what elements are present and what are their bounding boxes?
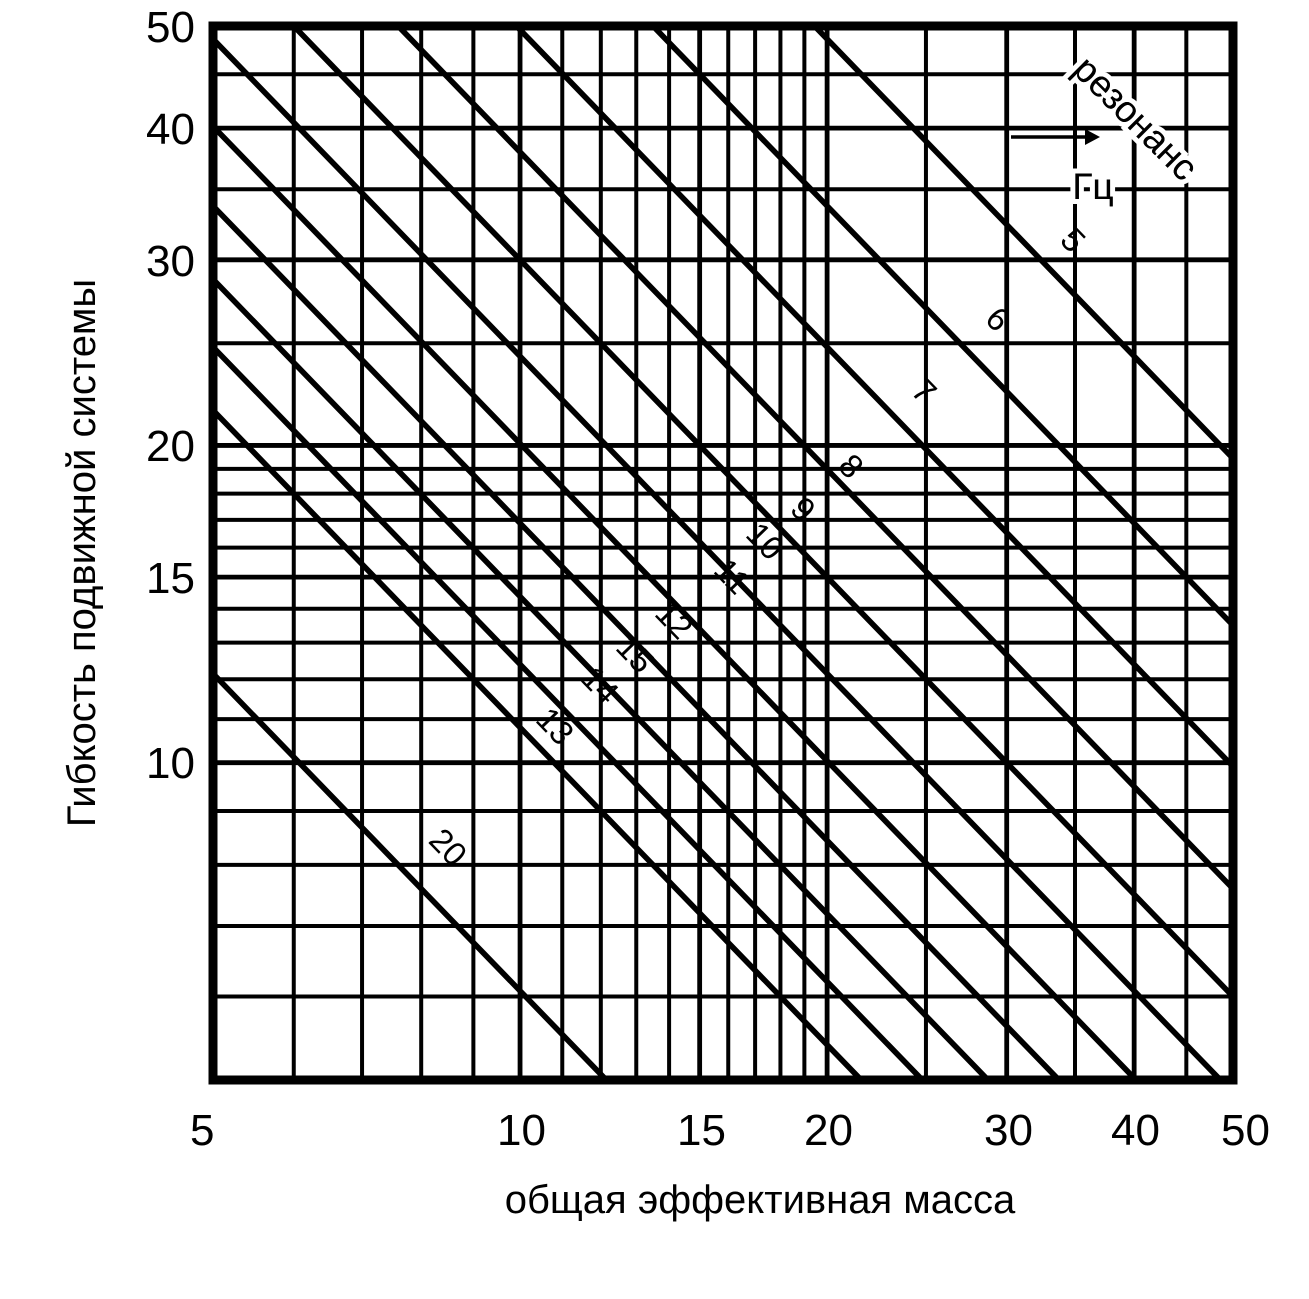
svg-text:5: 5 <box>190 1106 214 1155</box>
svg-text:общая эффективная масса: общая эффективная масса <box>505 1178 1016 1222</box>
svg-text:15: 15 <box>146 554 195 603</box>
svg-text:20: 20 <box>146 422 195 471</box>
svg-text:30: 30 <box>984 1106 1033 1155</box>
svg-text:10: 10 <box>497 1106 546 1155</box>
svg-text:30: 30 <box>146 237 195 286</box>
svg-text:Гц: Гц <box>1072 166 1113 207</box>
svg-text:Гибкость подвижной системы: Гибкость подвижной системы <box>60 279 104 827</box>
svg-text:50: 50 <box>1221 1106 1270 1155</box>
svg-text:15: 15 <box>677 1106 726 1155</box>
svg-text:20: 20 <box>804 1106 853 1155</box>
svg-text:40: 40 <box>1111 1106 1160 1155</box>
svg-text:50: 50 <box>146 3 195 52</box>
svg-text:10: 10 <box>146 739 195 788</box>
svg-text:40: 40 <box>146 105 195 154</box>
